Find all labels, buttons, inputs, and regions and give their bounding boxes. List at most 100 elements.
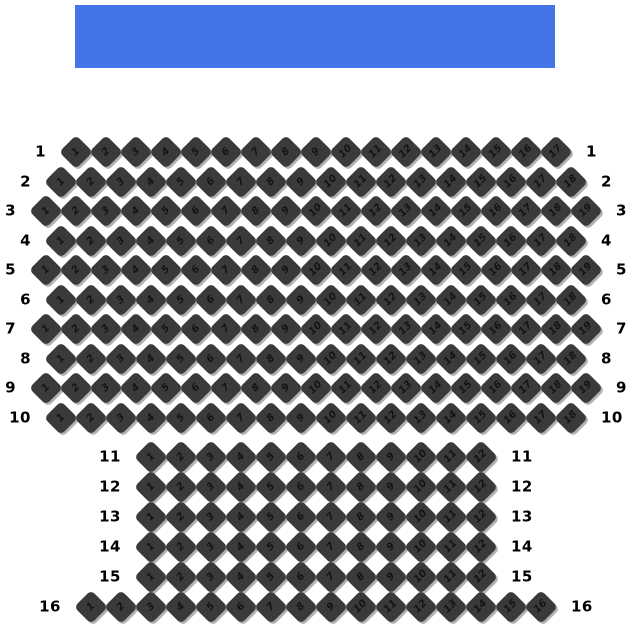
seat[interactable]: 12 bbox=[464, 559, 498, 594]
seat[interactable]: 5 bbox=[179, 135, 213, 169]
seat[interactable]: 5 bbox=[164, 223, 198, 258]
seat[interactable]: 2 bbox=[164, 529, 198, 564]
seat[interactable]: 10 bbox=[314, 400, 348, 435]
seat[interactable]: 15 bbox=[464, 223, 498, 258]
seat[interactable]: 6 bbox=[284, 439, 318, 474]
seat[interactable]: 3 bbox=[104, 223, 138, 258]
seat[interactable]: 7 bbox=[224, 282, 258, 317]
seat[interactable]: 1 bbox=[44, 282, 78, 317]
seat[interactable]: 13 bbox=[404, 282, 438, 317]
seat[interactable]: 13 bbox=[389, 312, 423, 346]
seat[interactable]: 10 bbox=[299, 312, 333, 346]
seat[interactable]: 8 bbox=[254, 400, 288, 435]
seat[interactable]: 18 bbox=[554, 223, 588, 258]
seat[interactable]: 3 bbox=[104, 400, 138, 435]
seat[interactable]: 1 bbox=[29, 253, 63, 287]
seat[interactable]: 14 bbox=[434, 164, 468, 199]
seat[interactable]: 11 bbox=[344, 341, 378, 376]
seat[interactable]: 11 bbox=[374, 589, 408, 624]
seat[interactable]: 1 bbox=[134, 469, 168, 504]
seat[interactable]: 6 bbox=[224, 589, 258, 624]
seat[interactable]: 2 bbox=[74, 282, 108, 317]
seat[interactable]: 8 bbox=[239, 312, 273, 346]
seat[interactable]: 1 bbox=[134, 499, 168, 534]
seat[interactable]: 9 bbox=[269, 371, 303, 405]
seat[interactable]: 15 bbox=[464, 400, 498, 435]
seat[interactable]: 12 bbox=[374, 223, 408, 258]
seat[interactable]: 7 bbox=[209, 312, 243, 346]
seat[interactable]: 9 bbox=[269, 312, 303, 346]
seat[interactable]: 5 bbox=[254, 499, 288, 534]
seat[interactable]: 9 bbox=[374, 499, 408, 534]
seat[interactable]: 14 bbox=[419, 253, 453, 287]
seat[interactable]: 12 bbox=[389, 135, 423, 169]
seat[interactable]: 10 bbox=[404, 439, 438, 474]
seat[interactable]: 14 bbox=[434, 341, 468, 376]
seat[interactable]: 2 bbox=[104, 589, 138, 624]
seat[interactable]: 8 bbox=[269, 135, 303, 169]
seat[interactable]: 7 bbox=[224, 164, 258, 199]
seat[interactable]: 15 bbox=[449, 312, 483, 346]
seat[interactable]: 17 bbox=[539, 135, 573, 169]
seat[interactable]: 15 bbox=[479, 135, 513, 169]
seat[interactable]: 8 bbox=[344, 439, 378, 474]
seat[interactable]: 10 bbox=[404, 559, 438, 594]
seat[interactable]: 16 bbox=[479, 371, 513, 405]
seat[interactable]: 11 bbox=[434, 469, 468, 504]
seat[interactable]: 6 bbox=[179, 253, 213, 287]
seat[interactable]: 6 bbox=[284, 499, 318, 534]
seat[interactable]: 7 bbox=[224, 341, 258, 376]
seat[interactable]: 4 bbox=[224, 559, 258, 594]
seat[interactable]: 11 bbox=[344, 164, 378, 199]
seat[interactable]: 18 bbox=[554, 282, 588, 317]
seat[interactable]: 5 bbox=[164, 164, 198, 199]
seat[interactable]: 1 bbox=[44, 341, 78, 376]
seat[interactable]: 1 bbox=[29, 312, 63, 346]
seat[interactable]: 17 bbox=[509, 312, 543, 346]
seat[interactable]: 3 bbox=[119, 135, 153, 169]
seat[interactable]: 14 bbox=[449, 135, 483, 169]
seat[interactable]: 16 bbox=[479, 194, 513, 228]
seat[interactable]: 3 bbox=[89, 194, 123, 228]
seat[interactable]: 13 bbox=[389, 194, 423, 228]
seat[interactable]: 13 bbox=[419, 135, 453, 169]
seat[interactable]: 1 bbox=[134, 559, 168, 594]
seat[interactable]: 9 bbox=[284, 341, 318, 376]
seat[interactable]: 19 bbox=[569, 253, 603, 287]
seat[interactable]: 17 bbox=[524, 223, 558, 258]
seat[interactable]: 5 bbox=[254, 439, 288, 474]
seat[interactable]: 12 bbox=[374, 341, 408, 376]
seat[interactable]: 10 bbox=[299, 371, 333, 405]
seat[interactable]: 5 bbox=[254, 529, 288, 564]
seat[interactable]: 14 bbox=[419, 312, 453, 346]
seat[interactable]: 11 bbox=[329, 194, 363, 228]
seat[interactable]: 4 bbox=[134, 282, 168, 317]
seat[interactable]: 13 bbox=[404, 341, 438, 376]
seat[interactable]: 1 bbox=[74, 589, 108, 624]
seat[interactable]: 16 bbox=[494, 223, 528, 258]
seat[interactable]: 17 bbox=[524, 400, 558, 435]
seat[interactable]: 12 bbox=[464, 439, 498, 474]
seat[interactable]: 14 bbox=[434, 400, 468, 435]
seat[interactable]: 7 bbox=[224, 223, 258, 258]
seat[interactable]: 6 bbox=[179, 312, 213, 346]
seat[interactable]: 15 bbox=[449, 253, 483, 287]
seat[interactable]: 16 bbox=[494, 164, 528, 199]
seat[interactable]: 7 bbox=[209, 371, 243, 405]
seat[interactable]: 11 bbox=[344, 282, 378, 317]
seat[interactable]: 13 bbox=[434, 589, 468, 624]
seat[interactable]: 12 bbox=[464, 529, 498, 564]
seat[interactable]: 8 bbox=[239, 371, 273, 405]
seat[interactable]: 11 bbox=[329, 253, 363, 287]
seat[interactable]: 2 bbox=[74, 341, 108, 376]
seat[interactable]: 8 bbox=[239, 253, 273, 287]
seat[interactable]: 4 bbox=[119, 253, 153, 287]
seat[interactable]: 10 bbox=[404, 529, 438, 564]
seat[interactable]: 9 bbox=[374, 439, 408, 474]
seat[interactable]: 2 bbox=[59, 312, 93, 346]
seat[interactable]: 10 bbox=[299, 194, 333, 228]
seat[interactable]: 3 bbox=[89, 371, 123, 405]
seat[interactable]: 13 bbox=[404, 400, 438, 435]
seat[interactable]: 2 bbox=[59, 253, 93, 287]
seat[interactable]: 6 bbox=[284, 559, 318, 594]
